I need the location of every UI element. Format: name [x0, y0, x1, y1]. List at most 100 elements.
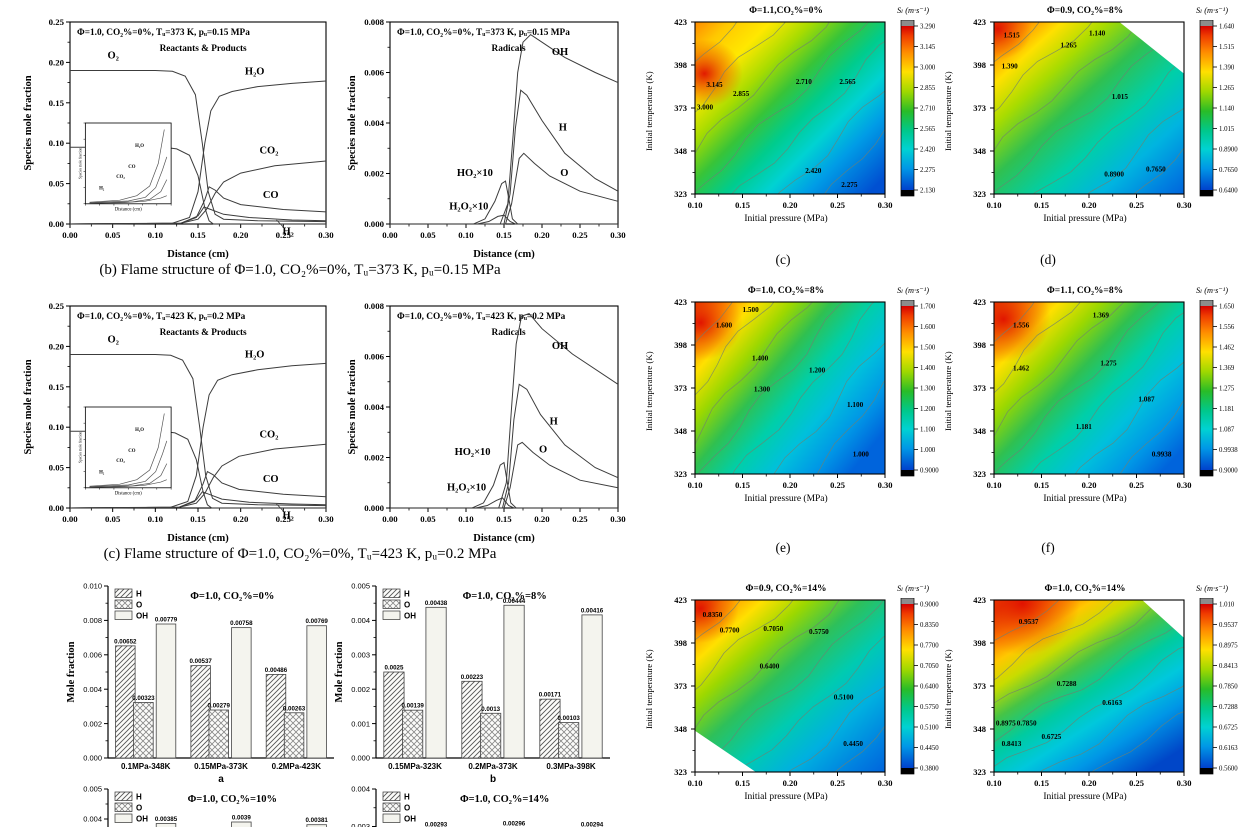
panel-label-c: (c) — [775, 252, 791, 267]
contour-title: Φ=1.1,CO₂%=0% — [749, 6, 823, 16]
contour-label: 1.369 — [1093, 311, 1110, 319]
contour-label: 0.6725 — [1042, 733, 1062, 741]
bar-OH-1 — [503, 604, 525, 759]
x-tick: 0.30 — [877, 200, 893, 210]
x-tick: 0.10 — [687, 480, 703, 490]
svg-text:0.008: 0.008 — [83, 616, 102, 625]
curve-O2 — [70, 70, 327, 223]
colorbar-tick: 2.855 — [920, 85, 936, 92]
colorbar-tick: 0.5750 — [920, 704, 939, 711]
contour-label: 1.000 — [853, 451, 870, 459]
svg-text:0.000: 0.000 — [83, 754, 102, 763]
bar-OH-0 — [425, 606, 447, 759]
y-tick: 423 — [973, 297, 986, 307]
colorbar-tick: 1.369 — [1219, 365, 1235, 372]
curve-label-H2: H₂ — [282, 511, 293, 522]
colorbar-tick: 1.390 — [1219, 64, 1235, 71]
colorbar-tick: 1.275 — [1219, 385, 1235, 392]
bar-value-OH-0: 0.00293 — [425, 822, 448, 827]
bar-value-OH-2: 0.00416 — [581, 607, 604, 614]
x-tick: 0.25 — [1129, 778, 1144, 788]
curve-label-H2: H₂ — [282, 227, 293, 238]
svg-text:Species mole fraction: Species mole fraction — [23, 75, 34, 170]
svg-text:0.006: 0.006 — [83, 651, 102, 660]
colorbar-tick: 0.6400 — [1219, 187, 1238, 194]
y-tick: 323 — [674, 767, 687, 777]
legend-swatch-O — [382, 599, 401, 609]
bar-H-1 — [461, 680, 483, 759]
curve-label-CO: CO — [263, 474, 279, 485]
bar-value-O-1: 0.0013 — [481, 706, 500, 713]
curve-label-O: O — [560, 168, 568, 179]
x-tick: 0.20 — [782, 778, 798, 788]
contour-label: 0.7850 — [1017, 719, 1037, 727]
svg-text:0.10: 0.10 — [49, 422, 65, 432]
contour-label: 0.6163 — [1102, 699, 1122, 707]
colorbar-tick: 1.100 — [920, 426, 936, 433]
bar-OH-2 — [306, 824, 327, 827]
legend-label-O: O — [404, 601, 410, 610]
panel-label-d: (d) — [1040, 252, 1056, 267]
contour-label: 1.462 — [1013, 365, 1030, 373]
colorbar-tick: 2.275 — [920, 167, 936, 174]
y-tick: 373 — [973, 681, 986, 691]
bar-O-1 — [208, 709, 229, 759]
contour-label: 2.275 — [841, 181, 858, 189]
y-tick: 373 — [674, 681, 687, 691]
svg-text:Distance (cm): Distance (cm) — [167, 249, 229, 260]
x-tick: 0.10 — [687, 778, 703, 788]
y-tick: 323 — [973, 767, 986, 777]
svg-text:0.15: 0.15 — [49, 98, 65, 108]
colorbar-tick: 0.7050 — [920, 663, 939, 670]
colorbar-tick: 1.400 — [920, 365, 936, 372]
contour-label: 1.275 — [1100, 359, 1117, 367]
y-tick: 348 — [973, 146, 986, 156]
svg-text:0.004: 0.004 — [364, 402, 384, 412]
svg-text:0.003: 0.003 — [351, 651, 370, 660]
contour-label: 3.145 — [706, 81, 723, 89]
curve-H2 — [69, 206, 327, 225]
colorbar-tick: 3.290 — [920, 23, 936, 30]
colorbar-tick: 0.7288 — [1219, 704, 1238, 711]
contour-label: 0.7700 — [720, 627, 740, 635]
contour-label: 0.9537 — [1019, 618, 1039, 626]
svg-text:Mole fraction: Mole fraction — [66, 641, 77, 702]
colorbar-label: Sₗ (m·s⁻¹) — [1196, 286, 1228, 295]
bar-OH-0 — [155, 623, 177, 759]
colorbar-tick: 0.9537 — [1219, 622, 1238, 629]
y-tick: 348 — [973, 724, 986, 734]
colorbar-tick: 1.500 — [920, 344, 936, 351]
colorbar-label: Sₗ (m·s⁻¹) — [1196, 584, 1228, 593]
contour-label: 0.9938 — [1152, 451, 1172, 459]
flame-speed-contour-e: Φ=1.0, CO₂%=8% Initial temperature (K) 1.5… — [644, 284, 945, 524]
contour-title: Φ=1.0, CO₂%=14% — [1044, 584, 1126, 594]
svg-text:0.004: 0.004 — [83, 685, 102, 694]
svg-text:0.003: 0.003 — [351, 822, 370, 827]
x-tick: 0.25 — [830, 200, 845, 210]
contour-label: 0.7050 — [763, 625, 783, 633]
svg-text:0.10: 0.10 — [148, 514, 164, 524]
colorbar-label: Sₗ (m·s⁻¹) — [897, 584, 929, 593]
svg-text:0.05: 0.05 — [420, 514, 436, 524]
y-tick: 323 — [973, 469, 986, 479]
contour-label: 1.200 — [809, 366, 826, 374]
x-tick: 0.15 — [735, 480, 750, 490]
colorbar-tick: 0.8350 — [920, 622, 939, 629]
y-tick: 398 — [973, 340, 986, 350]
contour-label: 0.4450 — [843, 740, 863, 748]
bar-value-O-2: 0.00103 — [557, 715, 580, 722]
legend-swatch-O — [114, 599, 133, 609]
y-tick: 323 — [674, 189, 687, 199]
bar-OH-1 — [231, 821, 252, 827]
contour-label: 2.420 — [805, 167, 822, 175]
contour-title: Φ=0.9, CO₂%=8% — [1046, 6, 1124, 16]
svg-text:0.008: 0.008 — [364, 301, 384, 311]
svg-text:0.00: 0.00 — [62, 514, 78, 524]
bar-value-O-1: 0.00279 — [208, 703, 231, 710]
legend-label-OH: OH — [136, 815, 148, 824]
svg-text:0.10: 0.10 — [49, 138, 65, 148]
x-tick: 0.30 — [877, 480, 893, 490]
x-axis-label: Initial pressure (MPa) — [744, 792, 828, 802]
contour-label: 0.8900 — [1104, 171, 1124, 179]
